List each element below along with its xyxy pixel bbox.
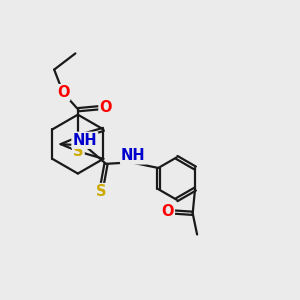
Text: NH: NH xyxy=(73,133,97,148)
Text: S: S xyxy=(73,144,84,159)
Text: O: O xyxy=(100,100,112,115)
Text: S: S xyxy=(96,184,107,199)
Text: O: O xyxy=(161,204,174,219)
Text: NH: NH xyxy=(121,148,146,164)
Text: O: O xyxy=(57,85,69,100)
